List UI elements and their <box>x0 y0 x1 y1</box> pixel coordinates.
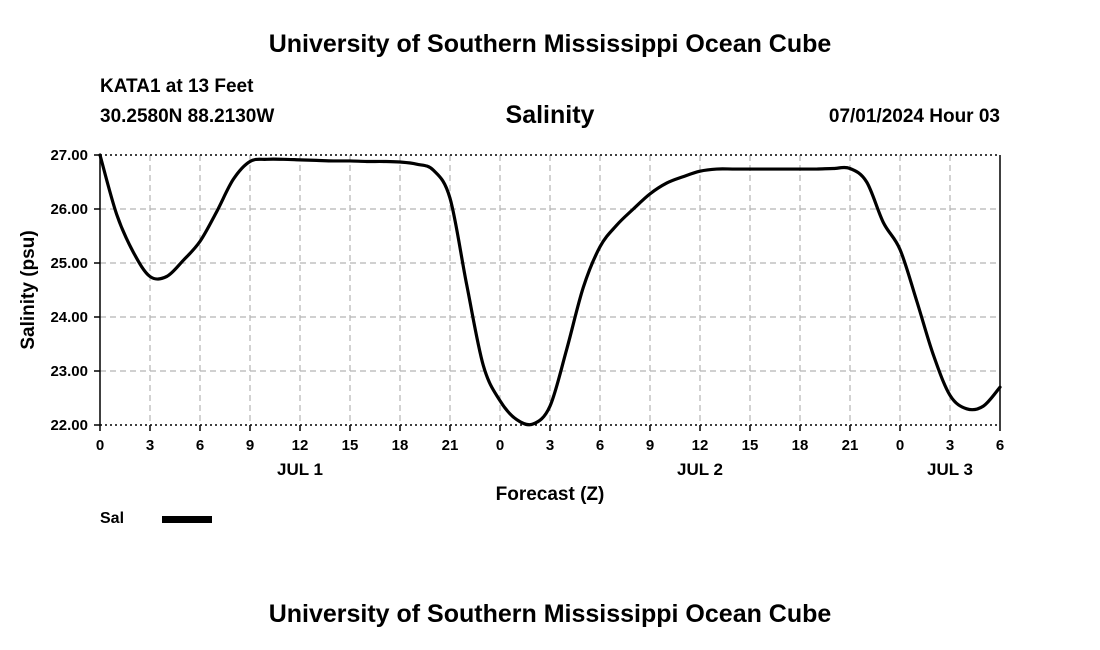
x-tick-label: 3 <box>546 437 554 454</box>
x-tick-label: 18 <box>392 437 409 454</box>
x-tick-label: 3 <box>146 437 154 454</box>
x-tick-label: 6 <box>996 437 1004 454</box>
y-axis-label: Salinity (psu) <box>18 230 39 349</box>
page-title: University of Southern Mississippi Ocean… <box>268 30 832 58</box>
x-tick-label: 6 <box>596 437 604 454</box>
series-layer <box>98 153 1002 427</box>
x-tick-label: 12 <box>292 437 309 454</box>
x-tick-label: 9 <box>246 437 254 454</box>
x-tick-label: 3 <box>946 437 954 454</box>
station-coordinates: 30.2580N 88.2130W <box>100 106 275 127</box>
day-label: JUL 1 <box>277 460 323 479</box>
x-axis-label: Forecast (Z) <box>496 484 605 505</box>
forecast-timestamp: 07/01/2024 Hour 03 <box>828 106 1000 127</box>
x-tick-label: 15 <box>342 437 359 454</box>
x-tick-label: 0 <box>496 437 504 454</box>
x-tick-label: 21 <box>842 437 859 454</box>
x-tick-label: 15 <box>742 437 759 454</box>
series-line-sal <box>98 153 1002 427</box>
x-tick-label: 0 <box>896 437 904 454</box>
y-tick-label: 24.00 <box>50 309 88 326</box>
y-tick-label: 25.00 <box>50 255 88 272</box>
x-tick-label: 12 <box>692 437 709 454</box>
chart-title: Salinity <box>505 101 595 129</box>
x-tick-label: 6 <box>196 437 204 454</box>
ticks-layer: 0 3 6 9 12 15 18 21 0 3 6 9 12 15 18 21 0 3 6 22.00 23.00 24.… <box>50 147 1004 479</box>
x-tick-label: 9 <box>646 437 654 454</box>
footer-title: University of Southern Mississippi Ocean… <box>268 600 832 628</box>
y-tick-label: 23.00 <box>50 363 88 380</box>
station-label: KATA1 at 13 Feet <box>100 76 254 97</box>
x-tick-label: 0 <box>96 437 104 454</box>
y-tick-label: 22.00 <box>50 417 88 434</box>
day-label: JUL 3 <box>927 460 973 479</box>
legend-swatch-sal <box>162 516 212 523</box>
legend-label-sal: Sal <box>100 510 125 527</box>
grid-layer <box>100 155 1000 425</box>
day-label: JUL 2 <box>677 460 723 479</box>
x-tick-label: 21 <box>442 437 459 454</box>
y-tick-label: 27.00 <box>50 147 88 164</box>
y-tick-label: 26.00 <box>50 201 88 218</box>
x-tick-label: 18 <box>792 437 809 454</box>
